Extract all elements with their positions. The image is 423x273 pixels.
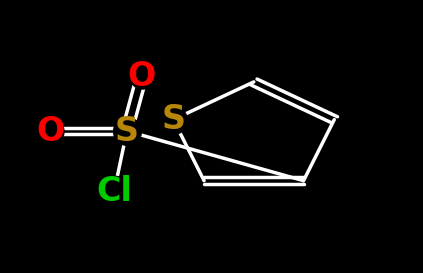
- Text: S: S: [115, 115, 139, 147]
- Text: O: O: [128, 60, 156, 93]
- Text: S: S: [161, 103, 185, 136]
- Text: Cl: Cl: [96, 175, 132, 207]
- Text: O: O: [37, 115, 65, 147]
